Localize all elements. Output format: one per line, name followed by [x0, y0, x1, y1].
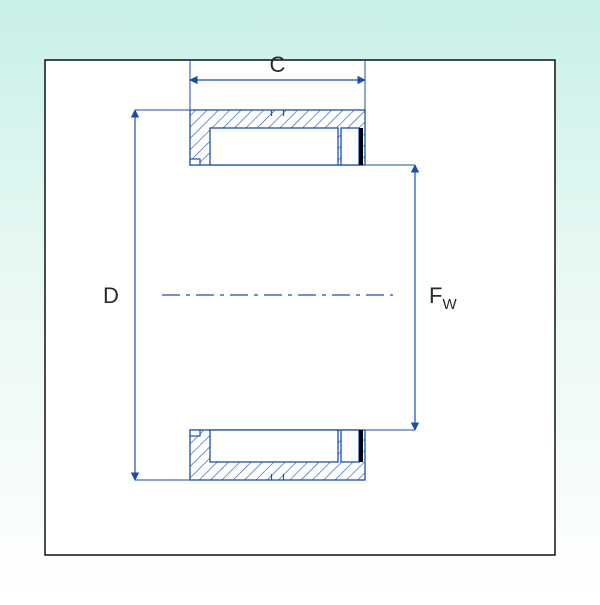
label-width-C: C	[270, 52, 286, 77]
label-outer-diameter-D: D	[103, 283, 119, 308]
diagram-container: CDFW	[0, 0, 600, 600]
bearing-diagram-svg: CDFW	[0, 0, 600, 600]
